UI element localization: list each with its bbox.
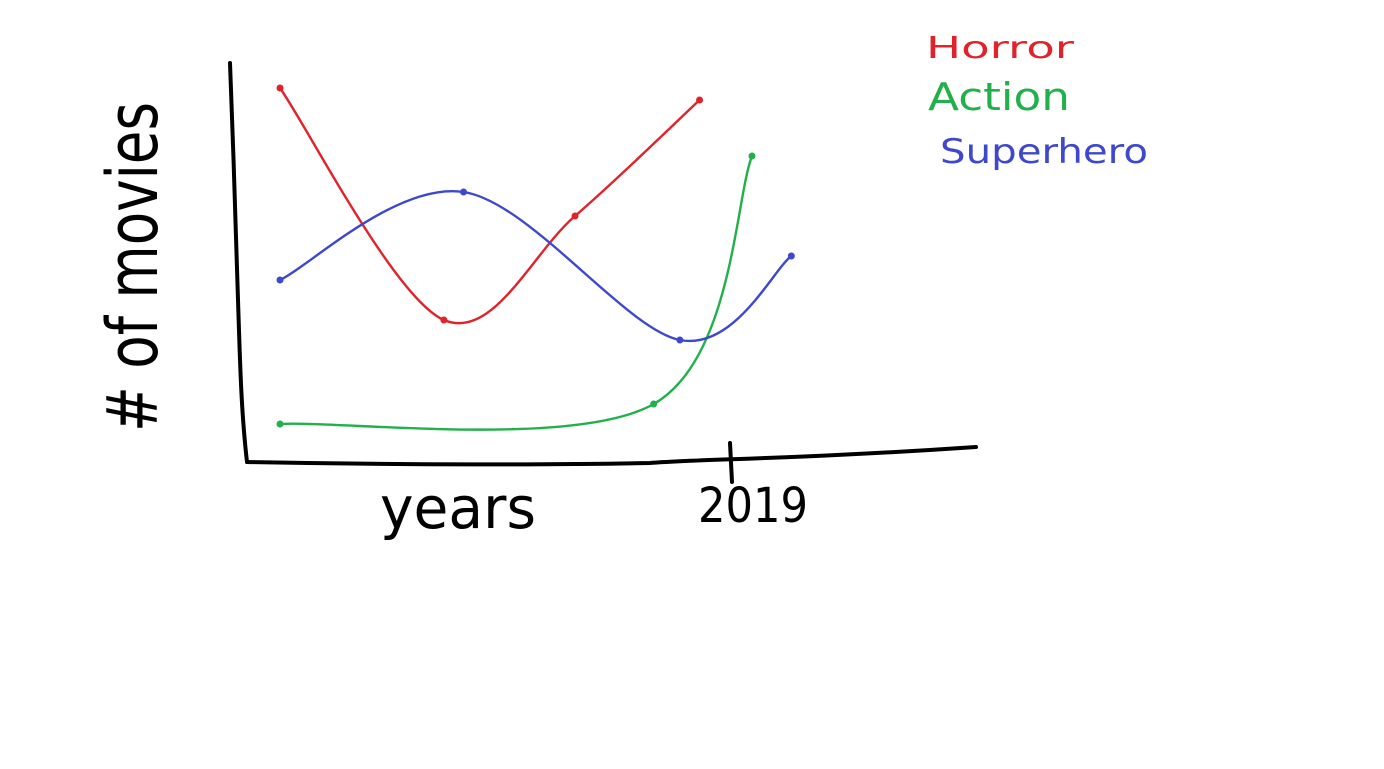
data-point-superhero-2 — [676, 336, 684, 344]
data-point-action-2 — [748, 152, 756, 160]
legend: Horror Action Superhero — [926, 31, 1148, 172]
legend-item-horror: Horror — [926, 31, 1075, 66]
series-line-superhero — [278, 189, 793, 343]
data-point-action-0 — [276, 420, 284, 428]
legend-item-action: Action — [928, 75, 1070, 119]
legend-item-superhero: Superhero — [940, 132, 1148, 172]
y-axis — [228, 61, 249, 464]
data-point-superhero-1 — [460, 188, 468, 196]
x-axis-tick-2019 — [728, 441, 734, 484]
x-tick-label-2019: 2019 — [698, 478, 808, 534]
data-point-horror-1 — [440, 316, 448, 324]
y-axis-label: # of movies — [92, 102, 174, 432]
data-point-horror-0 — [276, 84, 284, 92]
series-line-horror — [278, 86, 701, 325]
data-point-horror-3 — [696, 96, 704, 104]
series-layer — [276, 84, 795, 431]
data-point-horror-2 — [571, 212, 579, 220]
x-axis — [245, 445, 978, 467]
x-axis-label: years — [380, 474, 536, 542]
chart-axes — [228, 61, 978, 484]
data-point-superhero-0 — [276, 276, 284, 284]
data-point-superhero-3 — [787, 252, 795, 260]
series-line-action — [278, 154, 754, 431]
data-point-action-1 — [650, 400, 658, 408]
